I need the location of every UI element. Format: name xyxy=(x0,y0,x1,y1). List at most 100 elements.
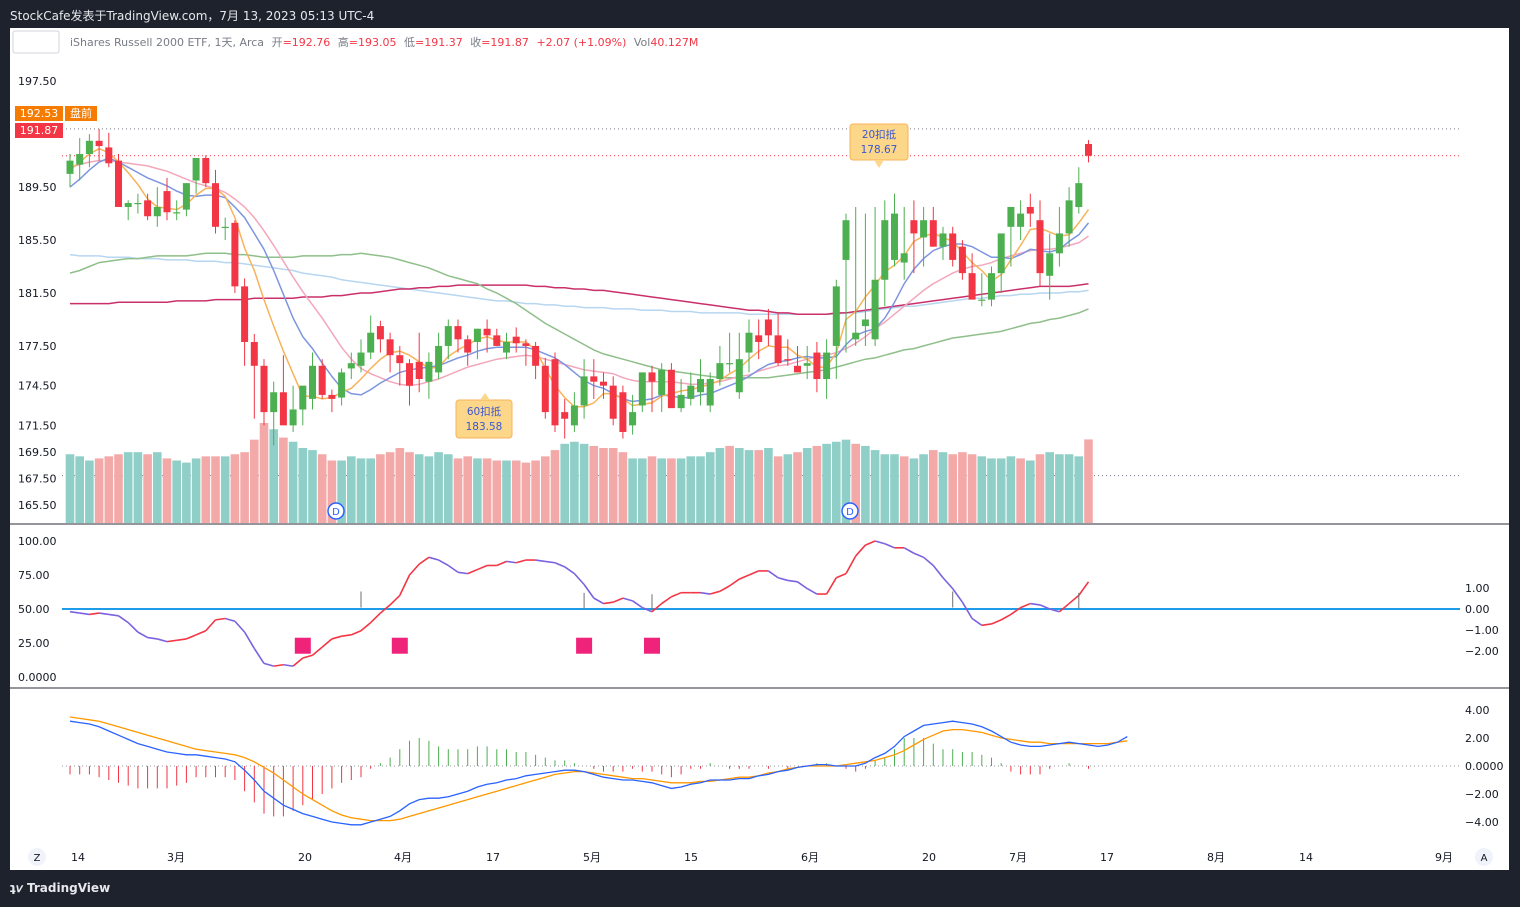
time-axis-label: 8月 xyxy=(1207,851,1225,864)
volume-bar xyxy=(453,458,463,523)
candle-body xyxy=(95,140,103,147)
oscillator-segment xyxy=(923,556,934,567)
candle-body xyxy=(910,220,918,234)
ma20-deduction-value: 178.67 xyxy=(861,144,898,156)
candle-body xyxy=(939,233,947,247)
volume-bar xyxy=(191,458,201,523)
candle-body xyxy=(590,376,598,382)
volume-bar xyxy=(65,454,75,523)
volume-bar xyxy=(347,456,356,523)
candle-body xyxy=(949,233,957,260)
tradingview-logo[interactable]: ʇ𝘷 TradingView xyxy=(10,881,110,895)
volume-bar xyxy=(395,448,405,523)
dividend-marker-june[interactable]: D xyxy=(841,502,859,520)
candle-body xyxy=(357,352,365,366)
candle-body xyxy=(454,326,462,340)
price-axis-tick: 169.50 xyxy=(18,446,57,459)
oscillator-segment xyxy=(981,623,992,627)
price-axis-tick: 165.50 xyxy=(18,499,57,512)
oscillator-segment xyxy=(477,564,488,571)
chart-canvas[interactable]: iShares Russell 2000 ETF, 1天, Arca 开=192… xyxy=(10,28,1509,870)
oscillator-segment xyxy=(874,540,886,545)
candle-body xyxy=(299,385,307,410)
last-price-badge: 191.87 xyxy=(15,123,63,138)
premarket-price-badge: 192.53 盘前 xyxy=(15,106,97,121)
candle-body xyxy=(997,233,1005,274)
candles-layer xyxy=(66,128,1092,446)
candle-body xyxy=(716,363,724,380)
candle-body xyxy=(444,326,452,346)
volume-bar xyxy=(75,456,84,523)
legend-change: +2.07 (+1.09%) xyxy=(536,36,626,49)
time-axis-label: 20 xyxy=(298,851,312,864)
volume-bar xyxy=(143,454,152,523)
oscillator-segment xyxy=(671,591,682,598)
volume-bar xyxy=(298,448,308,523)
oscillator-segment xyxy=(845,555,857,575)
candle-body xyxy=(842,220,850,260)
ma20-line xyxy=(69,159,1089,387)
oscillator-segment xyxy=(360,621,372,632)
candle-body xyxy=(600,381,607,386)
candle-body xyxy=(803,363,811,366)
volume-bar xyxy=(473,458,482,523)
candle-body xyxy=(697,379,704,393)
volume-bar xyxy=(608,448,618,523)
volume-bar xyxy=(492,460,502,523)
legend-symbol: iShares Russell 2000 ETF, 1天, Arca xyxy=(70,36,264,49)
volume-bar xyxy=(705,452,715,523)
volume-bar xyxy=(754,450,763,523)
time-axis-label: 17 xyxy=(486,851,500,864)
time-axis-label: 5月 xyxy=(583,851,601,864)
oscillator-segment xyxy=(311,646,323,656)
volume-bar xyxy=(259,423,269,523)
candle-body xyxy=(677,394,685,409)
ma240-line xyxy=(69,253,1089,315)
footer-bar: ʇ𝘷 TradingView xyxy=(0,870,1520,907)
oscillator-segment xyxy=(321,638,333,648)
candle-body xyxy=(1007,206,1015,227)
volume-bar xyxy=(870,450,880,523)
oscillator-segment xyxy=(952,588,964,603)
oscillator-segment xyxy=(797,581,808,590)
oscillator-segment xyxy=(438,559,449,567)
oscillator-segment xyxy=(496,560,507,567)
volume-bar xyxy=(366,458,375,523)
oscillator-axis-tick: 75.00 xyxy=(18,569,50,582)
oscillator-axis-tick: 25.00 xyxy=(18,637,50,650)
price-axis-tick: 167.50 xyxy=(18,472,57,485)
candle-body xyxy=(66,160,74,174)
volume-bar xyxy=(211,456,220,523)
zoom-auto-button-left[interactable]: Z xyxy=(28,848,46,866)
oscillator-segment xyxy=(457,571,468,575)
volume-bar xyxy=(356,458,366,523)
dividend-marker-label: D xyxy=(332,507,340,518)
legend-close-value: =191.87 xyxy=(481,36,529,49)
dividend-marker-march[interactable]: D xyxy=(327,502,345,520)
oscillator-segment xyxy=(700,591,711,595)
oscillator-axis-tick: 100.00 xyxy=(18,535,57,548)
volume-bar xyxy=(153,452,162,523)
volume-bar xyxy=(570,441,579,523)
oscillator-segment xyxy=(729,578,740,587)
candle-body xyxy=(1065,200,1073,234)
volume-bar xyxy=(647,456,657,523)
svg-text:iShares Russell 2000 ETF, 1天,: iShares Russell 2000 ETF, 1天, Arca 开=192… xyxy=(70,35,698,49)
oscillator-segment xyxy=(1039,604,1051,610)
candle-body xyxy=(85,140,93,155)
volume-bar xyxy=(987,458,996,523)
candle-body xyxy=(823,352,831,380)
time-axis-label: 14 xyxy=(71,851,85,864)
candle-body xyxy=(396,355,404,364)
auto-scale-button-right[interactable]: A xyxy=(1475,848,1493,866)
legend-close-label: 收 xyxy=(470,35,481,49)
oscillator-segment xyxy=(835,572,847,579)
volume-bar xyxy=(667,458,676,523)
chart-container[interactable]: iShares Russell 2000 ETF, 1天, Arca 开=192… xyxy=(10,28,1509,870)
volume-bar xyxy=(541,456,550,523)
candle-body xyxy=(231,222,239,287)
oscillator-segment xyxy=(399,574,411,596)
volume-bar xyxy=(1006,456,1016,523)
legend-collapse-box[interactable] xyxy=(12,30,60,54)
oscillator-segment xyxy=(661,596,672,605)
